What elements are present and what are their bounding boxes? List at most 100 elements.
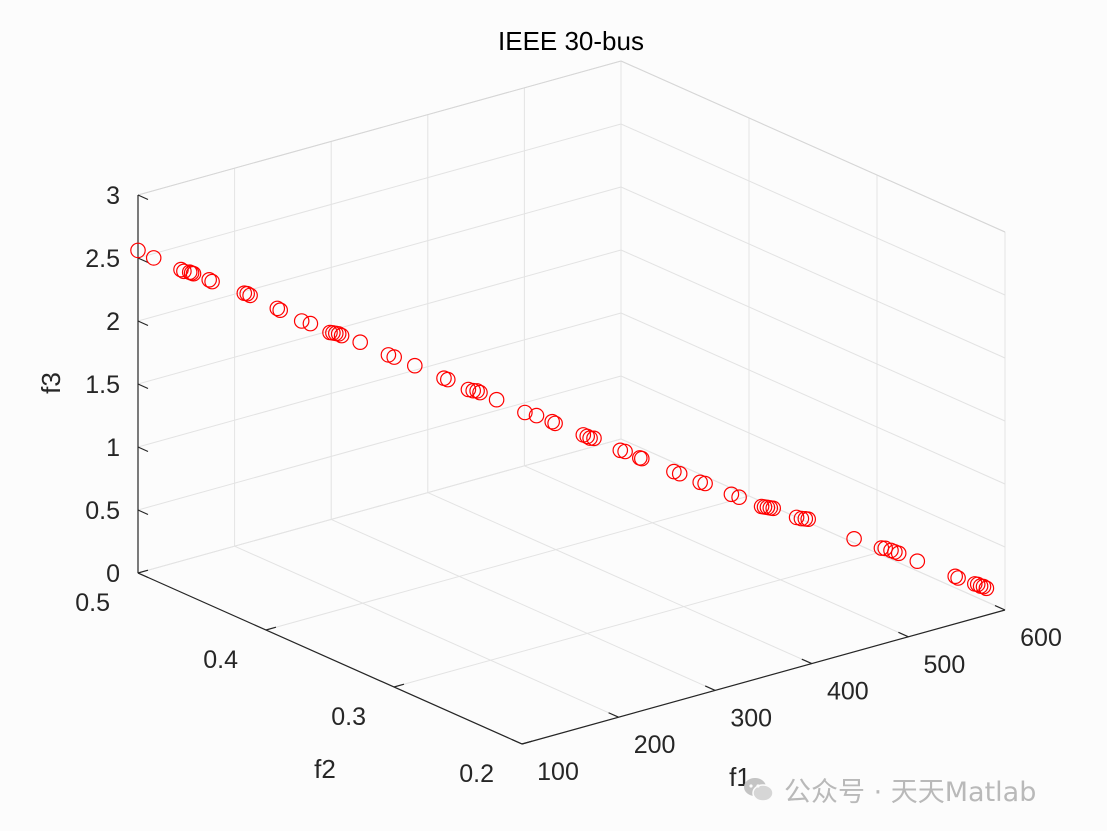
data-point [873, 540, 890, 556]
x-tick-mark [994, 604, 1006, 611]
z-tick-label: 3 [106, 182, 120, 210]
grid-line [137, 312, 622, 448]
y-axis-line [137, 572, 523, 745]
grid-line [137, 438, 622, 574]
data-point [176, 263, 192, 280]
z-tick-mark [137, 194, 149, 201]
y-axis-title: f2 [314, 754, 336, 784]
data-point [582, 430, 598, 446]
data-point [947, 568, 963, 585]
x-tick-label: 600 [1020, 624, 1062, 652]
grid-line [427, 492, 813, 665]
z-tick-label: 1.5 [85, 371, 120, 399]
grid-line [234, 545, 619, 718]
x-tick-mark [608, 712, 619, 718]
data-point [547, 415, 563, 432]
data-point [269, 300, 286, 317]
x-axis-line [521, 609, 1006, 745]
data-point [406, 357, 423, 374]
data-point [692, 474, 708, 491]
chat-bubble-icon [742, 774, 774, 806]
grid-layer [137, 60, 1006, 745]
grid-line [524, 465, 909, 638]
x-tick-mark [801, 658, 813, 665]
y-tick-mark [265, 626, 277, 631]
data-point [633, 450, 650, 467]
grid-line [137, 123, 622, 259]
data-point [697, 475, 713, 492]
data-point [800, 511, 816, 527]
data-point [386, 349, 402, 365]
data-point [617, 443, 633, 460]
data-point [586, 430, 602, 447]
data-point [185, 265, 202, 282]
data-point [793, 510, 810, 527]
x-tick-mark [511, 738, 523, 745]
z-tick-mark [137, 446, 149, 453]
y-tick-label: 0.5 [75, 589, 110, 617]
data-point [517, 404, 533, 421]
data-point [544, 413, 560, 430]
z-tick-label: 2 [106, 308, 120, 336]
z-tick-mark [137, 572, 149, 579]
grid-line [620, 123, 1006, 296]
z-tick-mark [137, 509, 149, 516]
y-tick-mark [521, 740, 533, 745]
box-edge [137, 60, 622, 196]
y-tick-label: 0.3 [331, 703, 366, 731]
data-point [488, 391, 505, 408]
data-point [302, 315, 319, 332]
x-tick-mark [704, 685, 716, 691]
data-point [846, 530, 862, 547]
data-point [333, 327, 350, 344]
x-tick-label: 400 [827, 678, 869, 706]
z-tick-label: 0 [106, 560, 120, 588]
data-point [242, 287, 258, 304]
data-point [528, 407, 545, 424]
grid-line [393, 552, 878, 688]
z-tick-label: 1 [106, 434, 120, 462]
points-layer [130, 242, 995, 597]
data-point [978, 580, 995, 597]
chart-title: IEEE 30-bus [498, 26, 644, 56]
data-point [731, 489, 747, 505]
data-point [293, 313, 310, 329]
watermark: 公众号 · 天天Matlab [742, 770, 1036, 809]
data-point [723, 486, 740, 503]
data-point [130, 242, 146, 259]
data-point [671, 465, 688, 482]
z-tick-mark [137, 320, 149, 327]
grid-line [620, 375, 1006, 548]
z-tick-mark [137, 257, 149, 264]
grid-line [137, 186, 622, 322]
data-point [909, 553, 926, 569]
data-point [890, 545, 907, 562]
axes-layer [137, 195, 1006, 745]
data-point [579, 428, 595, 445]
data-point [145, 250, 162, 266]
grid-line [265, 495, 750, 631]
grid-line [137, 249, 622, 385]
z-tick-label: 0.5 [85, 497, 120, 525]
data-point [204, 273, 220, 290]
y-tick-mark [137, 569, 149, 574]
grid-line [620, 186, 1006, 359]
x-tick-mark [898, 631, 909, 638]
data-point [272, 302, 288, 318]
y-tick-label: 0.2 [459, 760, 494, 788]
watermark-text: 公众号 · 天天Matlab [784, 777, 1037, 808]
z-axis-title: f3 [36, 372, 66, 394]
x-tick-label: 200 [634, 731, 676, 759]
data-point [439, 371, 456, 388]
x-tick-label: 300 [730, 704, 772, 732]
grid-line [620, 312, 1006, 485]
data-point [201, 271, 217, 288]
data-point [330, 326, 347, 342]
data-point [975, 578, 992, 595]
data-point [469, 383, 485, 399]
data-point [765, 500, 781, 517]
box-edge [620, 60, 1006, 233]
z-tick-label: 2.5 [85, 245, 120, 273]
